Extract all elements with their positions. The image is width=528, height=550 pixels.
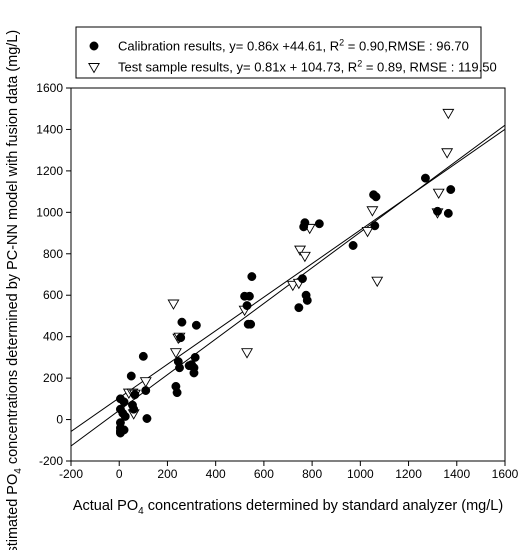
calibration-point: [433, 206, 442, 216]
test-point: [286, 280, 299, 292]
y-tick-label: -200: [39, 454, 63, 468]
test-point: [442, 108, 455, 120]
calibration-point: [420, 173, 430, 183]
y-tick-label: 1000: [36, 205, 63, 219]
calibration-point: [446, 185, 456, 194]
calibration-point: [120, 411, 130, 421]
calibration-point: [244, 291, 254, 301]
y-tick-label: 800: [43, 247, 63, 261]
y-tick-label: 1400: [36, 122, 63, 136]
y-tick-label: 400: [43, 330, 63, 344]
calibration-point: [176, 333, 186, 343]
calibration-point: [189, 363, 199, 373]
calibration-point: [370, 221, 380, 231]
calibration-point: [298, 274, 307, 284]
test-point: [366, 206, 379, 217]
calibration-point: [300, 218, 310, 228]
y-tick-label: 200: [43, 371, 63, 385]
x-tick-label: 1000: [347, 467, 374, 481]
legend-marker-calibration: [89, 41, 99, 51]
y-axis-title: Estimated PO4 concentrations determined …: [5, 30, 24, 550]
x-tick-label: 600: [254, 467, 274, 481]
x-tick-label: 400: [206, 467, 226, 481]
calibration-point: [443, 208, 453, 218]
calibration-point: [247, 272, 257, 282]
test-fit-line: [71, 128, 505, 432]
calibration-point: [141, 386, 151, 395]
test-point: [167, 299, 180, 310]
calibration-point: [294, 303, 304, 313]
calibration-point: [191, 320, 201, 330]
legend-label-calibration: Calibration results, y= 0.86x +44.61, R2…: [118, 38, 469, 54]
x-tick-label: 1200: [395, 467, 422, 481]
y-tick-label: 0: [56, 413, 63, 427]
test-point: [441, 148, 454, 159]
y-tick-label: 600: [43, 288, 63, 302]
calibration-point: [175, 363, 184, 373]
legend: Calibration results, y= 0.86x +44.61, R2…: [75, 26, 497, 79]
calibration-point: [129, 404, 139, 414]
plot-frame: [70, 87, 506, 462]
calibration-point: [302, 295, 312, 305]
y-tick-label: 1200: [36, 164, 63, 178]
x-axis-title: Actual PO4 concentrations determined by …: [73, 498, 503, 517]
calibration-point: [177, 317, 187, 327]
x-tick-label: 800: [302, 467, 322, 481]
x-tick-label: 0: [116, 467, 123, 481]
test-point: [241, 348, 253, 359]
legend-label-test: Test sample results, y= 0.81x + 104.73, …: [118, 59, 497, 75]
test-point: [294, 245, 307, 257]
calibration-point: [371, 192, 381, 202]
calibration-point: [348, 241, 358, 250]
test-point: [169, 348, 182, 359]
calibration-point: [119, 425, 129, 435]
calibration-point: [172, 388, 182, 398]
test-point: [139, 377, 152, 388]
x-tick-label: -200: [59, 467, 83, 481]
test-point: [371, 276, 384, 288]
calibration-point: [246, 319, 256, 329]
test-point: [298, 251, 311, 263]
legend-marker-test: [88, 63, 100, 74]
calibration-point: [314, 219, 324, 229]
calibration-point: [126, 371, 136, 381]
calibration-point: [119, 397, 129, 407]
calibration-point: [142, 414, 152, 423]
test-point: [432, 188, 445, 200]
test-point: [361, 227, 374, 238]
calibration-point: [242, 301, 252, 311]
calibration-point: [138, 351, 148, 361]
calibration-point: [190, 352, 200, 362]
x-tick-label: 200: [157, 467, 177, 481]
y-tick-label: 1600: [36, 81, 63, 95]
legend-box: [75, 26, 482, 79]
x-tick-label: 1400: [443, 467, 470, 481]
x-tick-label: 1600: [492, 467, 519, 481]
plot-layer: -200 0 200 400 600 800 1000 1200 1400 1600 -200 0 20…: [5, 30, 519, 550]
calibration-point: [130, 390, 140, 400]
